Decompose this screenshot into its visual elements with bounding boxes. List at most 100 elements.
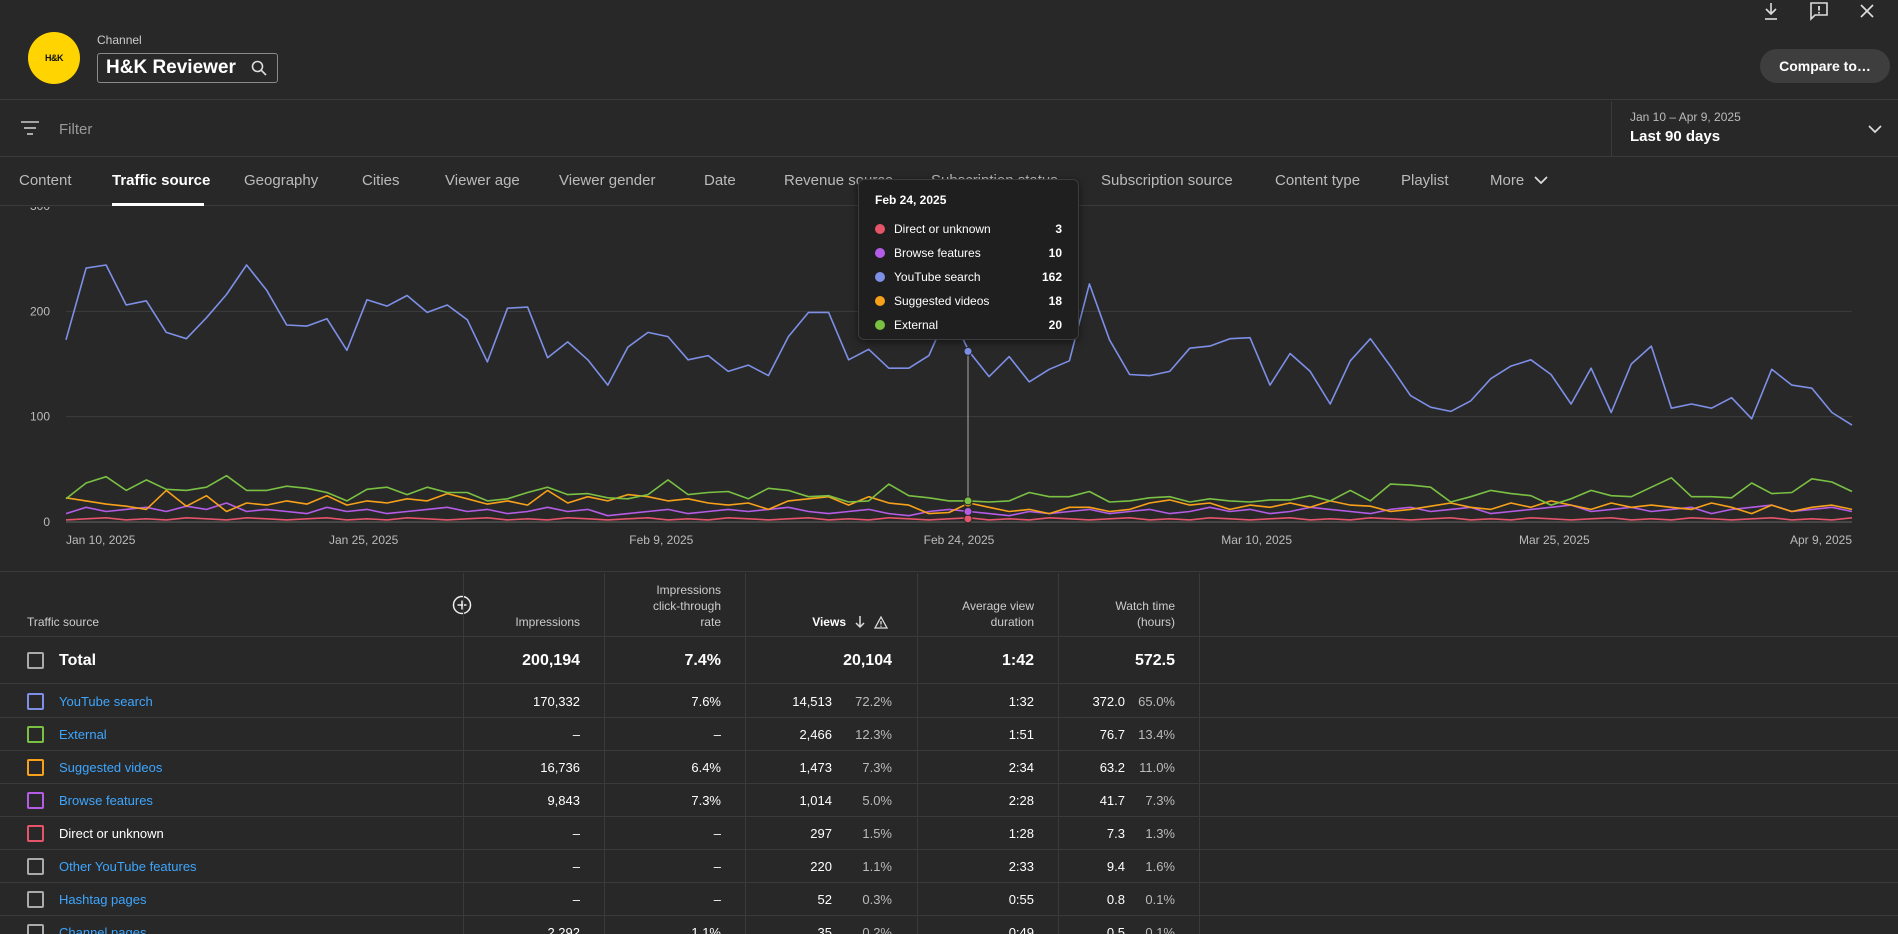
channel-avatar[interactable]: H&K	[28, 32, 80, 84]
row-checkbox[interactable]	[27, 693, 44, 710]
search-icon[interactable]	[251, 60, 267, 81]
y-tick-label: 100	[30, 410, 50, 424]
chevron-down-icon	[1534, 176, 1548, 185]
date-range-picker[interactable]: Jan 10 – Apr 9, 2025 Last 90 days	[1611, 101, 1898, 157]
header-views[interactable]: Views	[812, 614, 888, 630]
row-source-link[interactable]: Hashtag pages	[59, 892, 147, 907]
tooltip-row: External 20	[875, 313, 1062, 337]
header-impressions[interactable]: Impressions	[515, 615, 580, 629]
add-metric-icon[interactable]	[452, 595, 472, 618]
header-avd[interactable]: Average view duration	[962, 598, 1034, 630]
active-tab-indicator	[112, 203, 204, 206]
row-watch-time: 63.2	[1099, 760, 1125, 775]
row-source-link[interactable]: Suggested videos	[59, 760, 163, 775]
series-line-suggested-videos	[65, 489, 1853, 515]
table-row[interactable]: External – – 2,466 12.3% 1:51 76.7 13.4%	[0, 718, 1898, 751]
row-checkbox[interactable]	[27, 759, 44, 776]
table-row[interactable]: YouTube search 170,332 7.6% 14,513 72.2% 1:32…	[0, 685, 1898, 718]
tab-playlist[interactable]: Playlist	[1401, 172, 1449, 189]
row-ctr: –	[713, 727, 721, 742]
channel-label: Channel	[97, 33, 142, 47]
tab-subscription-source[interactable]: Subscription source	[1101, 172, 1233, 189]
feedback-icon[interactable]	[1806, 0, 1832, 22]
row-checkbox[interactable]	[27, 792, 44, 809]
tab-content[interactable]: Content	[19, 172, 72, 189]
row-checkbox[interactable]	[27, 825, 44, 842]
table-row[interactable]: Other YouTube features – – 220 1.1% 2:33 9.4 1.…	[0, 850, 1898, 883]
row-impressions: –	[572, 859, 580, 874]
row-source-link[interactable]: External	[59, 727, 107, 742]
header-ctr-line2: click-through	[652, 599, 721, 613]
total-impressions: 200,194	[522, 652, 580, 669]
row-views: 14,513	[792, 694, 832, 709]
tab-viewer-age[interactable]: Viewer age	[445, 172, 520, 189]
tooltip-row: Suggested videos 18	[875, 289, 1062, 313]
x-tick-label: Mar 25, 2025	[1519, 533, 1590, 547]
traffic-source-table: Traffic source Impressions Impressions c…	[0, 573, 1898, 934]
header-views-label: Views	[812, 615, 846, 629]
y-tick-label: 200	[30, 304, 50, 318]
row-source-link: Direct or unknown	[59, 826, 164, 841]
tab-geography[interactable]: Geography	[244, 172, 319, 189]
header-traffic-source[interactable]: Traffic source	[27, 615, 100, 629]
row-avd: 2:28	[1008, 793, 1034, 808]
row-impressions: –	[572, 727, 580, 742]
total-row: Total 200,194 7.4% 20,104 1:42 572.5	[0, 637, 1898, 684]
row-source-link[interactable]: Channel pages	[59, 925, 147, 934]
row-views-pct: 72.2%	[855, 694, 892, 709]
x-tick-label: Jan 10, 2025	[66, 533, 136, 547]
legend-dot-icon	[875, 224, 885, 234]
total-checkbox[interactable]	[27, 652, 44, 669]
row-checkbox[interactable]	[27, 858, 44, 875]
row-checkbox[interactable]	[27, 726, 44, 743]
filter-input[interactable]	[59, 117, 359, 141]
row-views: 52	[817, 892, 832, 907]
download-icon[interactable]	[1758, 0, 1784, 22]
table-row[interactable]: Browse features 9,843 7.3% 1,014 5.0% 2:28 41.…	[0, 784, 1898, 817]
tab-viewer-gender[interactable]: Viewer gender	[559, 172, 656, 189]
row-views: 1,473	[799, 760, 832, 775]
row-source-link[interactable]: Browse features	[59, 793, 153, 808]
row-source-link[interactable]: Other YouTube features	[59, 859, 197, 874]
close-icon[interactable]	[1854, 0, 1880, 22]
row-source-link[interactable]: YouTube search	[59, 694, 153, 709]
row-ctr: –	[713, 892, 721, 907]
tooltip-row: Direct or unknown 3	[875, 217, 1062, 241]
header-ctr[interactable]: Impressions click-through rate	[653, 582, 721, 630]
row-avd: 1:32	[1008, 694, 1034, 709]
table-row[interactable]: Suggested videos 16,736 6.4% 1,473 7.3% 2:34 6…	[0, 751, 1898, 784]
row-avd: 0:55	[1008, 892, 1034, 907]
row-watch-pct: 13.4%	[1138, 727, 1175, 742]
tab-more[interactable]: More	[1490, 172, 1548, 189]
filter-icon[interactable]	[20, 120, 40, 141]
header: H&K Channel H&K Reviewer Compare to…	[0, 0, 1898, 100]
row-avd: 2:34	[1008, 760, 1034, 775]
date-range-label: Last 90 days	[1630, 128, 1721, 145]
tab-cities[interactable]: Cities	[362, 172, 400, 189]
table-row[interactable]: Channel pages 2,292 1.1% 35 0.2% 0:49 0.5 0.1%	[0, 916, 1898, 934]
chevron-down-icon	[1868, 121, 1882, 139]
row-views-pct: 12.3%	[855, 727, 892, 742]
table-row[interactable]: Direct or unknown – – 297 1.5% 1:28 7.3 1.3%	[0, 817, 1898, 850]
tab-traffic-source[interactable]: Traffic source	[112, 172, 211, 189]
x-tick-label: Feb 24, 2025	[924, 533, 995, 547]
table-row[interactable]: Hashtag pages – – 52 0.3% 0:55 0.8 0.1%	[0, 883, 1898, 916]
tab-date[interactable]: Date	[704, 172, 736, 189]
row-checkbox[interactable]	[27, 891, 44, 908]
sort-down-icon	[855, 616, 865, 629]
compare-to-button[interactable]: Compare to…	[1760, 49, 1890, 83]
row-avd: 0:49	[1008, 925, 1034, 934]
legend-dot-icon	[875, 296, 885, 306]
row-checkbox[interactable]	[27, 924, 44, 934]
tooltip-row: YouTube search 162	[875, 265, 1062, 289]
header-watch-time[interactable]: Watch time (hours)	[1115, 598, 1175, 630]
y-tick-label: 300	[30, 207, 50, 213]
channel-selector[interactable]: H&K Reviewer	[97, 53, 278, 83]
tooltip-label: YouTube search	[894, 270, 981, 284]
tab-content-type[interactable]: Content type	[1275, 172, 1361, 189]
total-ctr: 7.4%	[684, 652, 721, 669]
row-watch-pct: 0.1%	[1145, 925, 1175, 934]
tooltip-row: Browse features 10	[875, 241, 1062, 265]
hover-point	[963, 496, 973, 506]
window-actions	[1758, 0, 1880, 22]
